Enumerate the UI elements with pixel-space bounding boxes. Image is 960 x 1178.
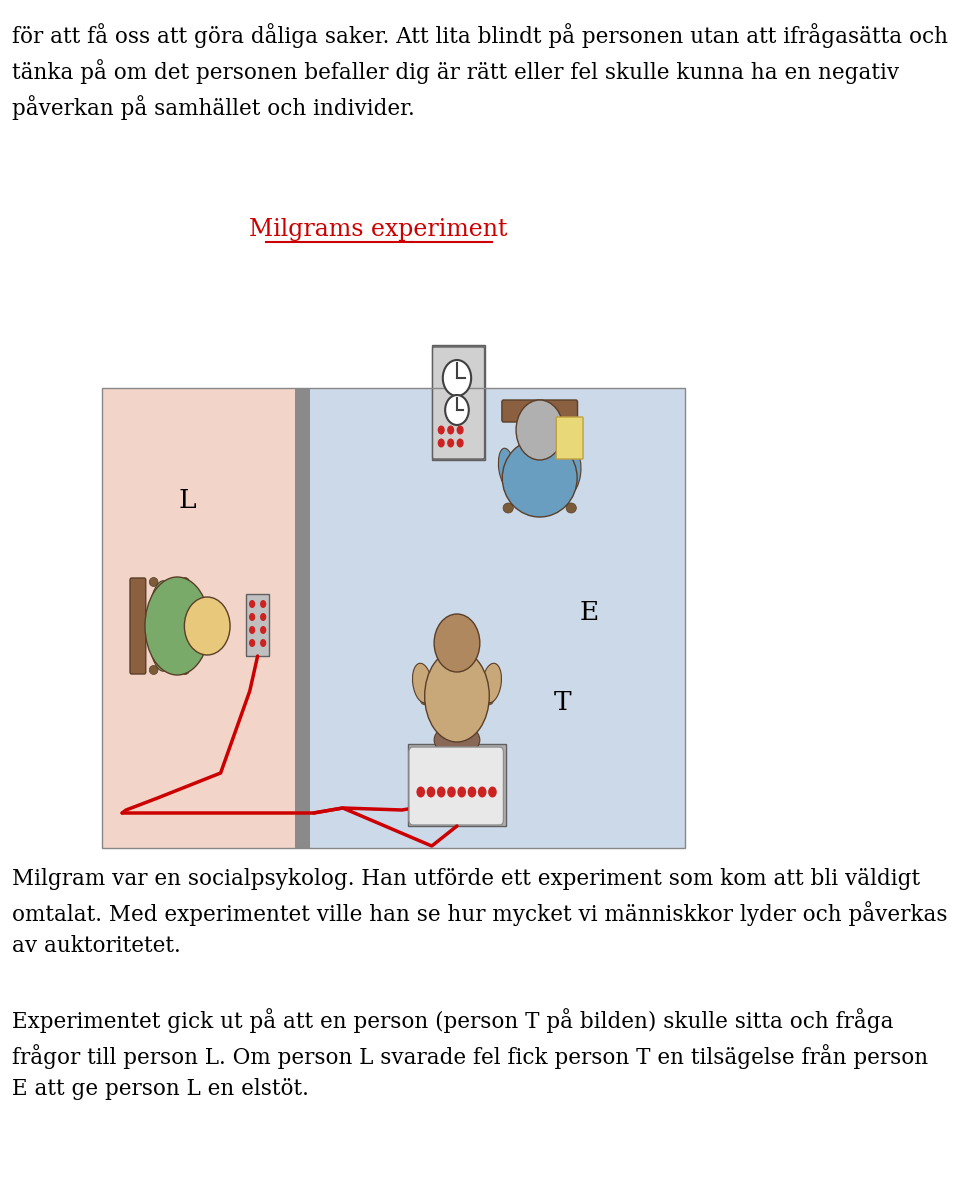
FancyBboxPatch shape — [130, 578, 146, 674]
Circle shape — [437, 787, 445, 798]
Bar — [296, 388, 310, 848]
Text: Milgram var en socialpsykolog. Han utförde ett experiment som kom att bli väldig: Milgram var en socialpsykolog. Han utför… — [12, 868, 948, 958]
Bar — [103, 388, 685, 848]
Text: L: L — [179, 488, 197, 512]
Circle shape — [488, 787, 496, 798]
FancyBboxPatch shape — [556, 417, 583, 459]
Circle shape — [478, 787, 487, 798]
Ellipse shape — [150, 666, 158, 675]
Ellipse shape — [424, 650, 490, 742]
Ellipse shape — [503, 455, 514, 465]
Circle shape — [260, 613, 266, 621]
Circle shape — [426, 787, 435, 798]
Text: Milgrams experiment: Milgrams experiment — [249, 218, 508, 241]
Circle shape — [447, 438, 454, 448]
Ellipse shape — [434, 724, 480, 756]
FancyBboxPatch shape — [433, 348, 485, 459]
Text: T: T — [554, 690, 571, 715]
Bar — [103, 388, 296, 848]
Bar — [310, 388, 685, 848]
Bar — [432, 345, 486, 459]
Ellipse shape — [151, 637, 169, 671]
Circle shape — [447, 425, 454, 435]
Circle shape — [457, 787, 466, 798]
FancyBboxPatch shape — [502, 401, 578, 422]
Circle shape — [447, 787, 456, 798]
FancyBboxPatch shape — [409, 747, 503, 825]
Ellipse shape — [413, 663, 432, 703]
Circle shape — [260, 626, 266, 634]
Circle shape — [468, 787, 476, 798]
Bar — [246, 594, 270, 656]
Circle shape — [434, 614, 480, 671]
Circle shape — [438, 438, 444, 448]
Circle shape — [249, 613, 255, 621]
Circle shape — [443, 360, 471, 396]
Ellipse shape — [503, 503, 514, 512]
Ellipse shape — [498, 448, 515, 488]
Circle shape — [445, 395, 468, 425]
Ellipse shape — [180, 577, 189, 587]
Circle shape — [249, 626, 255, 634]
Circle shape — [249, 600, 255, 608]
Circle shape — [184, 597, 230, 655]
Ellipse shape — [564, 454, 581, 492]
Text: Experimentet gick ut på att en person (person T på bilden) skulle sitta och fråg: Experimentet gick ut på att en person (p… — [12, 1008, 928, 1100]
Ellipse shape — [484, 695, 493, 704]
Circle shape — [438, 425, 444, 435]
Bar — [408, 744, 506, 826]
Ellipse shape — [566, 455, 576, 465]
Text: för att få oss att göra dåliga saker. Att lita blindt på personen utan att ifråg: för att få oss att göra dåliga saker. At… — [12, 24, 948, 120]
Circle shape — [260, 638, 266, 647]
Circle shape — [457, 438, 464, 448]
Ellipse shape — [484, 747, 493, 757]
Ellipse shape — [566, 503, 576, 512]
Ellipse shape — [150, 577, 158, 587]
Ellipse shape — [145, 577, 209, 675]
Ellipse shape — [420, 747, 431, 757]
Ellipse shape — [151, 581, 169, 615]
Circle shape — [457, 425, 464, 435]
Ellipse shape — [482, 663, 501, 703]
Circle shape — [249, 638, 255, 647]
Ellipse shape — [180, 666, 189, 675]
Circle shape — [417, 787, 425, 798]
FancyBboxPatch shape — [420, 762, 494, 782]
Circle shape — [516, 401, 564, 459]
Circle shape — [260, 600, 266, 608]
Text: E: E — [580, 600, 599, 626]
Ellipse shape — [420, 695, 431, 704]
Ellipse shape — [502, 439, 577, 517]
